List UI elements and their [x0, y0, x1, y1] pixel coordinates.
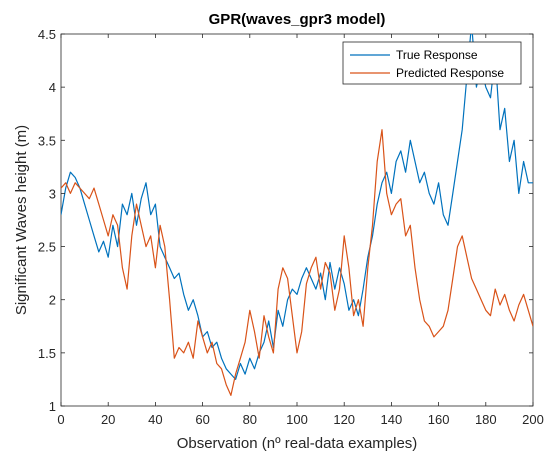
y-tick-label: 1 [49, 399, 56, 414]
x-axis-label: Observation (nº real-data examples) [177, 435, 418, 452]
series-layer [61, 34, 533, 396]
x-tick-label: 120 [333, 412, 355, 427]
x-tick-label: 200 [522, 412, 544, 427]
legend-label-true-response: True Response [396, 48, 478, 62]
y-tick-label: 3 [49, 186, 56, 201]
y-axis-label: Significant Waves height (m) [13, 125, 30, 315]
series-line-predicted-response [61, 129, 533, 396]
y-tick-label: 4 [49, 80, 56, 95]
x-axis-ticks: 0 20 40 60 80 100 120 140 160 180 200 [57, 34, 544, 427]
y-tick-label: 2 [49, 293, 56, 308]
x-tick-label: 0 [57, 412, 64, 427]
x-tick-label: 20 [101, 412, 115, 427]
x-tick-label: 80 [243, 412, 257, 427]
chart-title: GPR(waves_gpr3 model) [209, 11, 386, 28]
x-tick-label: 140 [381, 412, 403, 427]
legend-label-predicted-response: Predicted Response [396, 66, 504, 80]
x-tick-label: 180 [475, 412, 497, 427]
y-tick-label: 3.5 [38, 133, 56, 148]
y-axis-ticks: 1 1.5 2 2.5 3 3.5 4 4.5 [38, 27, 533, 414]
x-tick-label: 60 [195, 412, 209, 427]
y-tick-label: 1.5 [38, 346, 56, 361]
y-tick-label: 4.5 [38, 27, 56, 42]
x-tick-label: 100 [286, 412, 308, 427]
y-tick-label: 2.5 [38, 240, 56, 255]
legend: True Response Predicted Response [342, 41, 522, 85]
x-tick-label: 40 [148, 412, 162, 427]
series-line-true-response [61, 34, 533, 380]
legend-box [342, 41, 522, 85]
x-tick-label: 160 [428, 412, 450, 427]
